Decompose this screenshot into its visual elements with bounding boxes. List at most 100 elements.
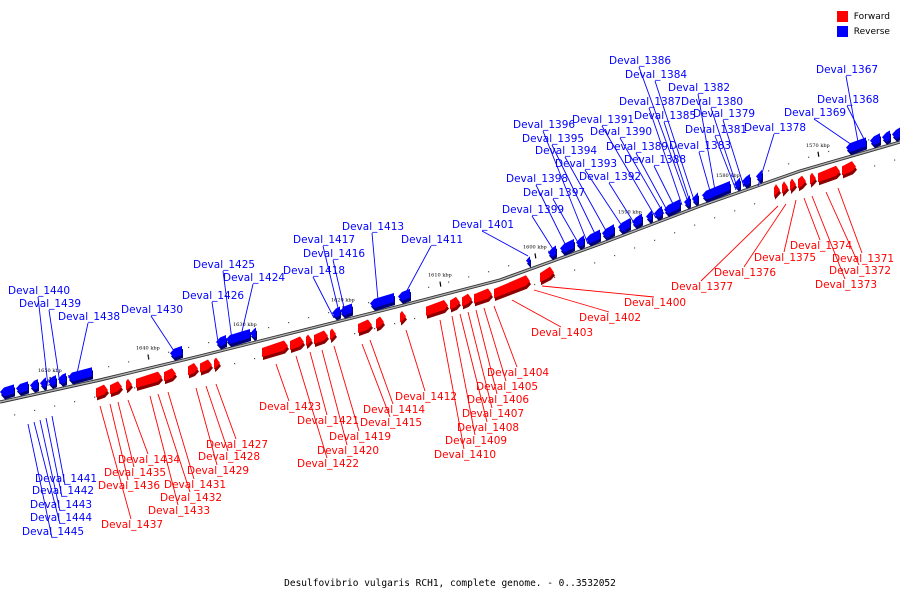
- leader-line: [117, 401, 135, 468]
- forward-gene-label: Deval_1376: [714, 267, 776, 279]
- leader-line: [33, 421, 61, 525]
- minor-tick: [14, 414, 16, 416]
- minor-tick: [214, 368, 216, 370]
- leader-line: [157, 393, 191, 493]
- minor-tick: [394, 323, 396, 325]
- minor-tick: [94, 396, 96, 398]
- minor-tick: [268, 327, 270, 329]
- leader-line: [332, 259, 347, 317]
- forward-gene-label: Deval_1421: [297, 415, 359, 427]
- leader-line: [439, 319, 465, 450]
- leader-line: [542, 130, 589, 245]
- forward-gene-label: Deval_1400: [624, 297, 686, 309]
- minor-tick: [754, 203, 756, 205]
- forward-gene: [136, 371, 162, 388]
- minor-tick: [428, 286, 430, 288]
- minor-tick: [28, 383, 30, 386]
- forward-gene-label: Deval_1373: [815, 279, 877, 291]
- tick-label: 1600 kbp: [523, 244, 547, 250]
- reverse-gene-label: Deval_1380: [681, 96, 743, 108]
- reverse-gene: [16, 381, 28, 393]
- reverse-gene: [702, 181, 730, 200]
- reverse-gene-label: Deval_1396: [513, 119, 575, 131]
- forward-gene: [426, 299, 448, 316]
- forward-gene-label: Deval_1419: [329, 431, 391, 443]
- reverse-gene: [892, 127, 900, 139]
- reverse-gene-label: Deval_1387: [619, 96, 681, 108]
- reverse-gene: [846, 137, 866, 153]
- minor-tick: [788, 163, 790, 165]
- leader-line: [405, 329, 426, 392]
- leader-line: [239, 283, 254, 341]
- leader-line: [99, 405, 132, 520]
- minor-tick: [894, 159, 896, 161]
- tick-label: 1570 kbp: [806, 143, 830, 149]
- reverse-gene-label: Deval_1386: [609, 55, 671, 67]
- reverse-swatch: [836, 26, 848, 37]
- reverse-gene-label: Deval_1438: [58, 311, 120, 323]
- minor-tick: [674, 232, 676, 234]
- forward-gene-label: Deval_1410: [434, 449, 496, 461]
- forward-gene-label: Deval_1436: [98, 480, 160, 492]
- forward-gene: [330, 328, 336, 340]
- forward-gene-label: Deval_1412: [395, 391, 457, 403]
- minor-tick: [208, 342, 210, 344]
- reverse-gene: [882, 130, 890, 142]
- forward-gene-label: Deval_1423: [259, 401, 321, 413]
- minor-tick: [448, 281, 450, 283]
- leader-line: [361, 343, 391, 418]
- leader-line: [48, 309, 61, 385]
- leader-line: [211, 301, 219, 343]
- leader-line: [552, 198, 581, 247]
- forward-gene: [400, 310, 406, 323]
- leader-line: [700, 205, 779, 282]
- tick-label: 1590 kbp: [618, 210, 642, 216]
- forward-gene-label: Deval_1406: [467, 394, 529, 406]
- reverse-gene: [576, 235, 584, 248]
- leader-line: [813, 118, 853, 146]
- leader-line: [584, 169, 627, 233]
- forward-gene: [262, 340, 288, 357]
- forward-gene-label: Deval_1409: [445, 435, 507, 447]
- leader-line: [475, 309, 498, 395]
- reverse-gene-label: Deval_1445: [22, 526, 84, 538]
- leader-line: [635, 152, 669, 213]
- minor-tick: [288, 322, 290, 324]
- leader-line: [481, 230, 529, 257]
- reverse-gene: [734, 177, 740, 189]
- minor-tick: [414, 317, 416, 320]
- minor-tick: [188, 346, 190, 349]
- leader-line: [195, 387, 218, 466]
- reverse-gene-label: Deval_1378: [744, 122, 806, 134]
- leader-line: [564, 156, 611, 239]
- leader-line: [654, 80, 695, 201]
- forward-gene: [540, 266, 554, 283]
- minor-tick: [594, 262, 596, 264]
- reverse-gene-label: Deval_1401: [452, 219, 514, 231]
- leader-line: [322, 245, 341, 317]
- reverse-gene-label: Deval_1413: [342, 221, 404, 233]
- forward-gene: [188, 363, 198, 376]
- tick-label: 1650 kbp: [38, 368, 62, 374]
- reverse-gene-label: Deval_1390: [590, 126, 652, 138]
- forward-gene: [96, 384, 108, 398]
- leader-line: [846, 105, 865, 140]
- tick-label: 1610 kbp: [428, 273, 452, 279]
- leader-line: [369, 339, 394, 405]
- forward-gene: [450, 296, 460, 310]
- reverse-gene-label: Deval_1411: [401, 234, 463, 246]
- leader-line: [403, 245, 432, 297]
- forward-gene-label: Deval_1427: [206, 439, 268, 451]
- leader-line: [531, 215, 557, 255]
- leader-line: [75, 322, 89, 379]
- forward-gene: [214, 357, 220, 369]
- legend: Forward Reverse: [836, 9, 890, 39]
- reverse-gene: [40, 377, 46, 388]
- leader-line: [722, 119, 745, 188]
- forward-gene-label: Deval_1374: [790, 240, 852, 252]
- leader-line: [312, 276, 335, 319]
- tick-mark: [439, 281, 442, 287]
- minor-tick: [714, 217, 716, 219]
- forward-gene-label: Deval_1433: [148, 505, 210, 517]
